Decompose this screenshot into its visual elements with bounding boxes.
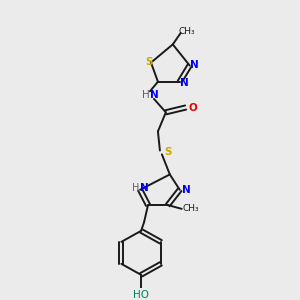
- Text: S: S: [164, 148, 172, 158]
- Text: N: N: [180, 78, 189, 88]
- Text: N: N: [190, 60, 199, 70]
- Text: H: H: [142, 90, 150, 100]
- Text: S: S: [145, 57, 153, 67]
- Text: CH₃: CH₃: [182, 204, 199, 213]
- Text: H: H: [132, 183, 140, 193]
- Text: CH₃: CH₃: [178, 26, 195, 35]
- Text: N: N: [182, 185, 191, 195]
- Text: O: O: [188, 103, 197, 112]
- Text: N: N: [140, 183, 148, 193]
- Text: HO: HO: [133, 290, 149, 300]
- Text: N: N: [150, 90, 158, 100]
